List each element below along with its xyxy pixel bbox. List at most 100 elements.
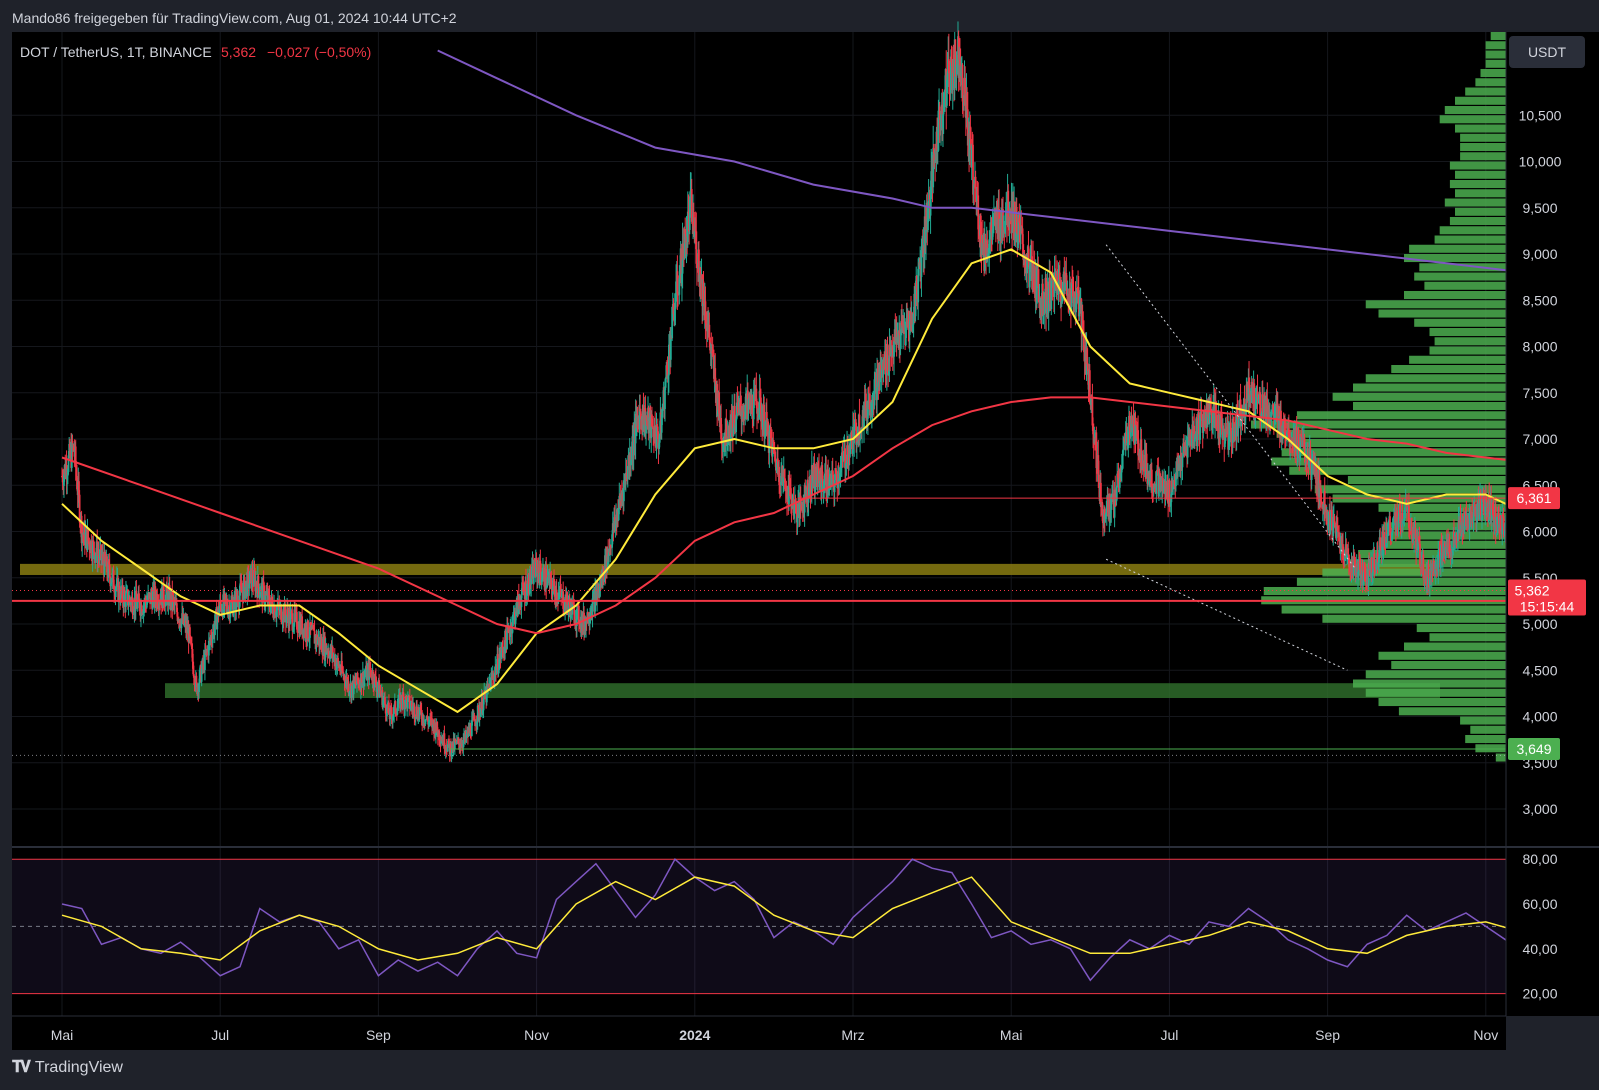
tradingview-brand: TradingView — [34, 1059, 123, 1076]
candle-body — [716, 410, 719, 415]
candle-body — [1225, 429, 1228, 432]
candle-body — [1178, 463, 1181, 470]
candle-body — [1121, 455, 1124, 470]
candle-body — [65, 464, 68, 480]
candle-body — [533, 565, 536, 576]
candle-body — [936, 131, 939, 151]
candle-body — [622, 480, 625, 502]
candle-body — [1132, 416, 1135, 428]
candle-body — [838, 476, 841, 479]
candle-body — [461, 744, 463, 747]
price-label-box — [1508, 737, 1560, 760]
candle-body — [708, 324, 711, 338]
candle-body — [1432, 560, 1435, 574]
candle-body — [566, 592, 568, 604]
candle-body — [262, 581, 265, 586]
candle-body — [690, 188, 693, 222]
candle-body — [1485, 499, 1488, 507]
candle-body — [297, 631, 300, 633]
candle-body — [239, 583, 242, 586]
candle-body — [725, 418, 728, 446]
candle-body — [1075, 287, 1078, 304]
candle-body — [672, 304, 675, 315]
candle-body — [1181, 456, 1184, 468]
candle-body — [1502, 516, 1505, 528]
candle-body — [61, 476, 64, 483]
candle-body — [1405, 500, 1408, 505]
candle-body — [726, 445, 728, 447]
candle-body — [1347, 554, 1350, 564]
candle-body — [793, 499, 796, 510]
candle-body — [1291, 438, 1294, 443]
candle-body — [279, 606, 281, 612]
candle-body — [108, 564, 111, 577]
tradingview-logo[interactable]: 𝐓𝐕 TradingView — [12, 1059, 123, 1077]
candle-body — [121, 585, 124, 601]
candle-body — [128, 597, 131, 602]
candle-body — [722, 443, 724, 452]
currency-button[interactable]: USDT — [1509, 36, 1585, 68]
candle-body — [1422, 554, 1425, 579]
candle-body — [591, 598, 594, 618]
candle-body — [812, 476, 815, 484]
candle-body — [1335, 523, 1338, 538]
candle-body — [835, 473, 838, 485]
candle-body — [562, 608, 565, 611]
candle-body — [1237, 419, 1240, 427]
candle-body — [684, 229, 687, 234]
candle-body — [131, 597, 134, 614]
candle-body — [899, 335, 902, 347]
candle-body — [80, 515, 83, 544]
candle-body — [1120, 472, 1123, 479]
candle-body — [118, 585, 121, 599]
candle-body — [583, 612, 585, 632]
candle-body — [414, 717, 416, 719]
candle-body — [527, 577, 530, 593]
candle-body — [779, 485, 782, 487]
candle-body — [1408, 506, 1410, 528]
candle-body — [1414, 527, 1417, 538]
candle-body — [813, 463, 816, 492]
candle-body — [1193, 438, 1196, 442]
candle-body — [772, 440, 775, 444]
candle-body — [1438, 547, 1440, 552]
candle-body — [1036, 269, 1038, 304]
candle-body — [521, 582, 524, 585]
candle-body — [1248, 377, 1250, 385]
candle-body — [758, 415, 760, 418]
candle-body — [1113, 489, 1116, 518]
candle-body — [957, 36, 960, 79]
moving-averages-layer — [61, 49, 1566, 714]
candle-body — [1497, 515, 1500, 517]
candle-body — [639, 408, 642, 412]
volume-profile-bar — [1455, 170, 1506, 179]
candle-body — [163, 602, 166, 606]
candle-body — [998, 208, 1000, 240]
candle-body — [959, 59, 961, 66]
candle-body — [1158, 471, 1161, 474]
candle-body — [130, 599, 133, 606]
candle-body — [969, 126, 972, 140]
candle-body — [175, 603, 178, 613]
candle-body — [646, 420, 649, 422]
candle-body — [732, 427, 735, 436]
candle-body — [995, 210, 998, 231]
volume-profile-bar — [1404, 291, 1506, 300]
candle-body — [271, 603, 274, 614]
candle-body — [1131, 423, 1134, 432]
candle-body — [1086, 348, 1089, 365]
candle-body — [1320, 501, 1323, 503]
candle-body — [682, 243, 685, 259]
candle-body — [1466, 516, 1469, 520]
candle-body — [780, 472, 783, 486]
volume-profile-bar — [1424, 281, 1506, 290]
candle-body — [179, 619, 182, 626]
candle-body — [545, 585, 548, 588]
candle-body — [1092, 425, 1094, 435]
candle-body — [525, 595, 528, 600]
candle-body — [934, 153, 937, 161]
candle-body — [104, 551, 106, 562]
candle-body — [1224, 429, 1227, 441]
candle-body — [842, 451, 845, 461]
